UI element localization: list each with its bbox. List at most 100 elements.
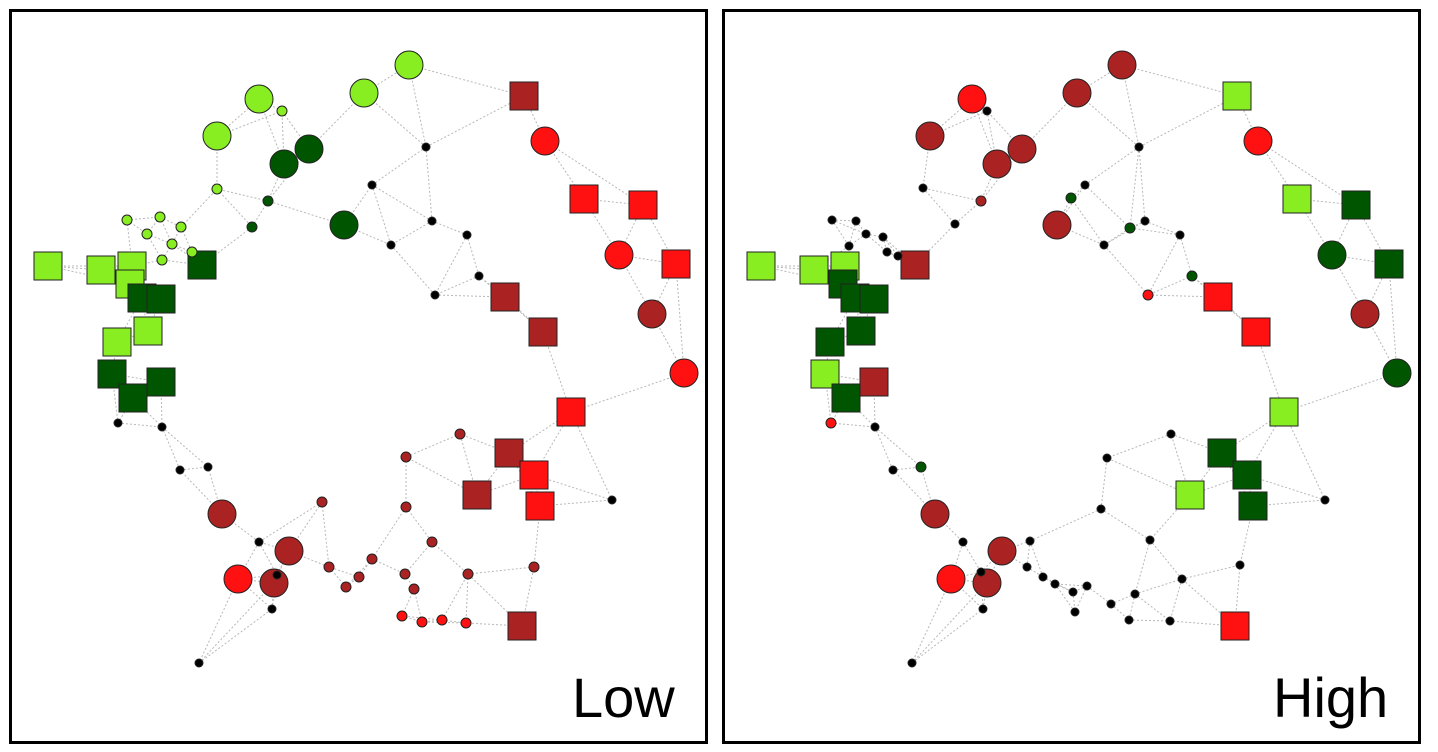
graph-node-circle xyxy=(246,221,258,233)
graph-node-circle xyxy=(1068,587,1078,597)
graph-node-square xyxy=(494,438,524,468)
graph-edge xyxy=(1296,198,1333,256)
graph-edge xyxy=(421,621,467,624)
graph-node-circle xyxy=(175,221,187,233)
graph-node-circle xyxy=(244,84,274,114)
graph-node-square xyxy=(528,317,558,347)
graph-edge xyxy=(466,234,480,277)
graph-node-circle xyxy=(920,499,950,529)
graph-node-square xyxy=(133,316,163,346)
graph-node-circle xyxy=(1070,607,1080,617)
graph-edge xyxy=(441,573,469,621)
graph-edge xyxy=(651,313,685,374)
graph-edge xyxy=(371,184,433,222)
graph-node-square xyxy=(1238,491,1268,521)
graph-edge xyxy=(431,220,468,236)
panel-label-high: High xyxy=(1273,666,1389,729)
graph-node-square xyxy=(146,284,176,314)
graph-edge xyxy=(267,163,285,202)
graph-edge xyxy=(198,578,239,664)
graph-node-circle xyxy=(202,121,232,151)
graph-node-circle xyxy=(915,121,945,151)
graph-node-circle xyxy=(1102,453,1112,463)
graph-node-circle xyxy=(396,610,408,622)
graph-node-circle xyxy=(1166,429,1176,439)
graph-node-circle xyxy=(262,195,274,207)
graph-node-circle xyxy=(211,183,223,195)
graph-edge xyxy=(117,422,163,428)
graph-edge xyxy=(1121,64,1238,97)
graph-edge xyxy=(922,187,956,225)
graph-edge xyxy=(1134,593,1171,622)
graph-node-square xyxy=(810,359,840,389)
graph-edge xyxy=(434,234,468,296)
graph-edge xyxy=(237,578,273,610)
graph-node-circle xyxy=(1124,222,1136,234)
graph-edge xyxy=(1169,578,1183,622)
graph-edge xyxy=(161,243,173,261)
graph-node-square xyxy=(900,250,930,280)
graph-edge xyxy=(1100,508,1151,541)
graph-node-circle xyxy=(121,214,133,226)
graph-node-circle xyxy=(1382,358,1412,388)
graph-node-circle xyxy=(316,496,328,508)
graph-edge xyxy=(1257,140,1357,206)
graph-node-square xyxy=(569,184,599,214)
graph-edge xyxy=(1128,619,1171,622)
graph-node-circle xyxy=(1062,78,1092,108)
graph-node-square xyxy=(86,255,116,285)
graph-node-circle xyxy=(421,142,431,152)
graph-node-circle xyxy=(329,210,359,240)
graph-edge xyxy=(911,608,984,664)
graph-node-circle xyxy=(269,149,299,179)
graph-edge xyxy=(892,466,922,471)
graph-node-circle xyxy=(1106,599,1116,609)
graph-edge xyxy=(1134,539,1151,595)
graph-node-square xyxy=(661,249,691,279)
graph-node-circle xyxy=(416,616,428,628)
graph-node-circle xyxy=(1317,240,1347,270)
graph-edge xyxy=(1070,197,1105,246)
graph-edge xyxy=(467,566,535,575)
graph-node-circle xyxy=(918,183,928,193)
graph-edge xyxy=(1129,227,1181,236)
high-edges xyxy=(760,64,1398,664)
graph-edge xyxy=(1106,457,1191,496)
graph-edge xyxy=(1070,184,1086,199)
graph-node-circle xyxy=(272,570,282,580)
graph-edge xyxy=(1149,539,1183,580)
graph-node-square xyxy=(33,251,63,281)
graph-node-circle xyxy=(844,241,854,251)
graph-edge xyxy=(1181,564,1241,580)
graph-edge xyxy=(404,573,415,590)
graph-node-square xyxy=(831,383,861,413)
graph-edge xyxy=(882,236,916,266)
graph-edge xyxy=(179,466,209,471)
graph-edge xyxy=(1134,578,1183,595)
graph-edge xyxy=(1100,457,1108,510)
graph-node-circle xyxy=(113,418,123,428)
graph-node-circle xyxy=(1099,240,1109,250)
graph-edge xyxy=(1147,275,1193,296)
graph-node-square xyxy=(1374,249,1404,279)
graph-edge xyxy=(126,216,161,221)
graph-node-circle xyxy=(254,537,264,547)
graph-edge xyxy=(425,146,433,222)
graph-node-circle xyxy=(1320,495,1330,505)
graph-edge xyxy=(216,188,253,228)
graph-edge xyxy=(413,588,423,623)
graph-node-circle xyxy=(349,78,379,108)
graph-node-circle xyxy=(604,240,634,270)
graph-node-circle xyxy=(878,232,888,242)
graph-node-circle xyxy=(223,564,253,594)
graph-edge xyxy=(1026,566,1044,578)
panel-low: Low xyxy=(9,9,708,744)
graph-node-square xyxy=(462,480,492,510)
graph-node-circle xyxy=(1165,616,1175,626)
graph-node-circle xyxy=(186,246,198,258)
graph-node-square xyxy=(846,316,876,346)
graph-node-circle xyxy=(870,422,880,432)
graph-edge xyxy=(874,426,922,468)
graph-node-circle xyxy=(528,561,540,573)
graph-edge xyxy=(1283,372,1398,413)
